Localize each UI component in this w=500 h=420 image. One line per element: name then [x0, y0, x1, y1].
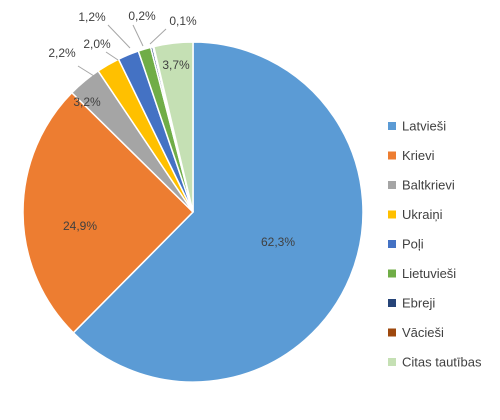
pie-slice-2 — [22, 91, 195, 334]
legend-label-3: Baltkrievi — [402, 178, 455, 193]
data-label-2: 24,9% — [63, 219, 97, 233]
pie-slice-9 — [152, 41, 194, 213]
legend-swatch-9 — [388, 358, 396, 366]
data-label-6: 1,2% — [78, 10, 106, 24]
data-label-8: 0,1% — [169, 14, 197, 28]
legend-label-8: Vācieši — [402, 325, 444, 340]
legend-swatch-1 — [388, 122, 396, 130]
data-label-3: 3,2% — [73, 95, 101, 109]
legend-label-9: Citas tautības — [402, 355, 482, 370]
legend-swatch-7 — [388, 299, 396, 307]
legend-swatch-3 — [388, 181, 396, 189]
data-label-4: 2,2% — [48, 46, 76, 60]
legend-label-2: Krievi — [402, 148, 435, 163]
leader-line-4 — [77, 65, 95, 77]
legend-swatch-4 — [388, 210, 396, 219]
legend-label-1: Latvieši — [402, 119, 446, 134]
legend-label-7: Ebreji — [402, 296, 435, 311]
legend-label-4: Ukraiņi — [402, 207, 443, 222]
legend-swatch-2 — [388, 151, 396, 160]
legend-label-5: Poļi — [402, 237, 424, 252]
leader-line-8 — [149, 28, 167, 45]
data-label-7: 0,2% — [128, 9, 156, 23]
legend-swatch-6 — [388, 269, 396, 278]
legend-label-6: Lietuvieši — [402, 266, 456, 281]
legend-swatch-5 — [388, 240, 396, 248]
leader-line-5 — [105, 51, 119, 61]
leader-line-6 — [107, 24, 131, 49]
legend-swatch-8 — [388, 328, 396, 337]
data-label-9: 3,7% — [162, 58, 190, 72]
data-label-5: 2,0% — [83, 37, 111, 51]
data-label-1: 62,3% — [261, 235, 295, 249]
pie-slice-1 — [72, 41, 364, 383]
leader-line-7 — [132, 24, 144, 47]
